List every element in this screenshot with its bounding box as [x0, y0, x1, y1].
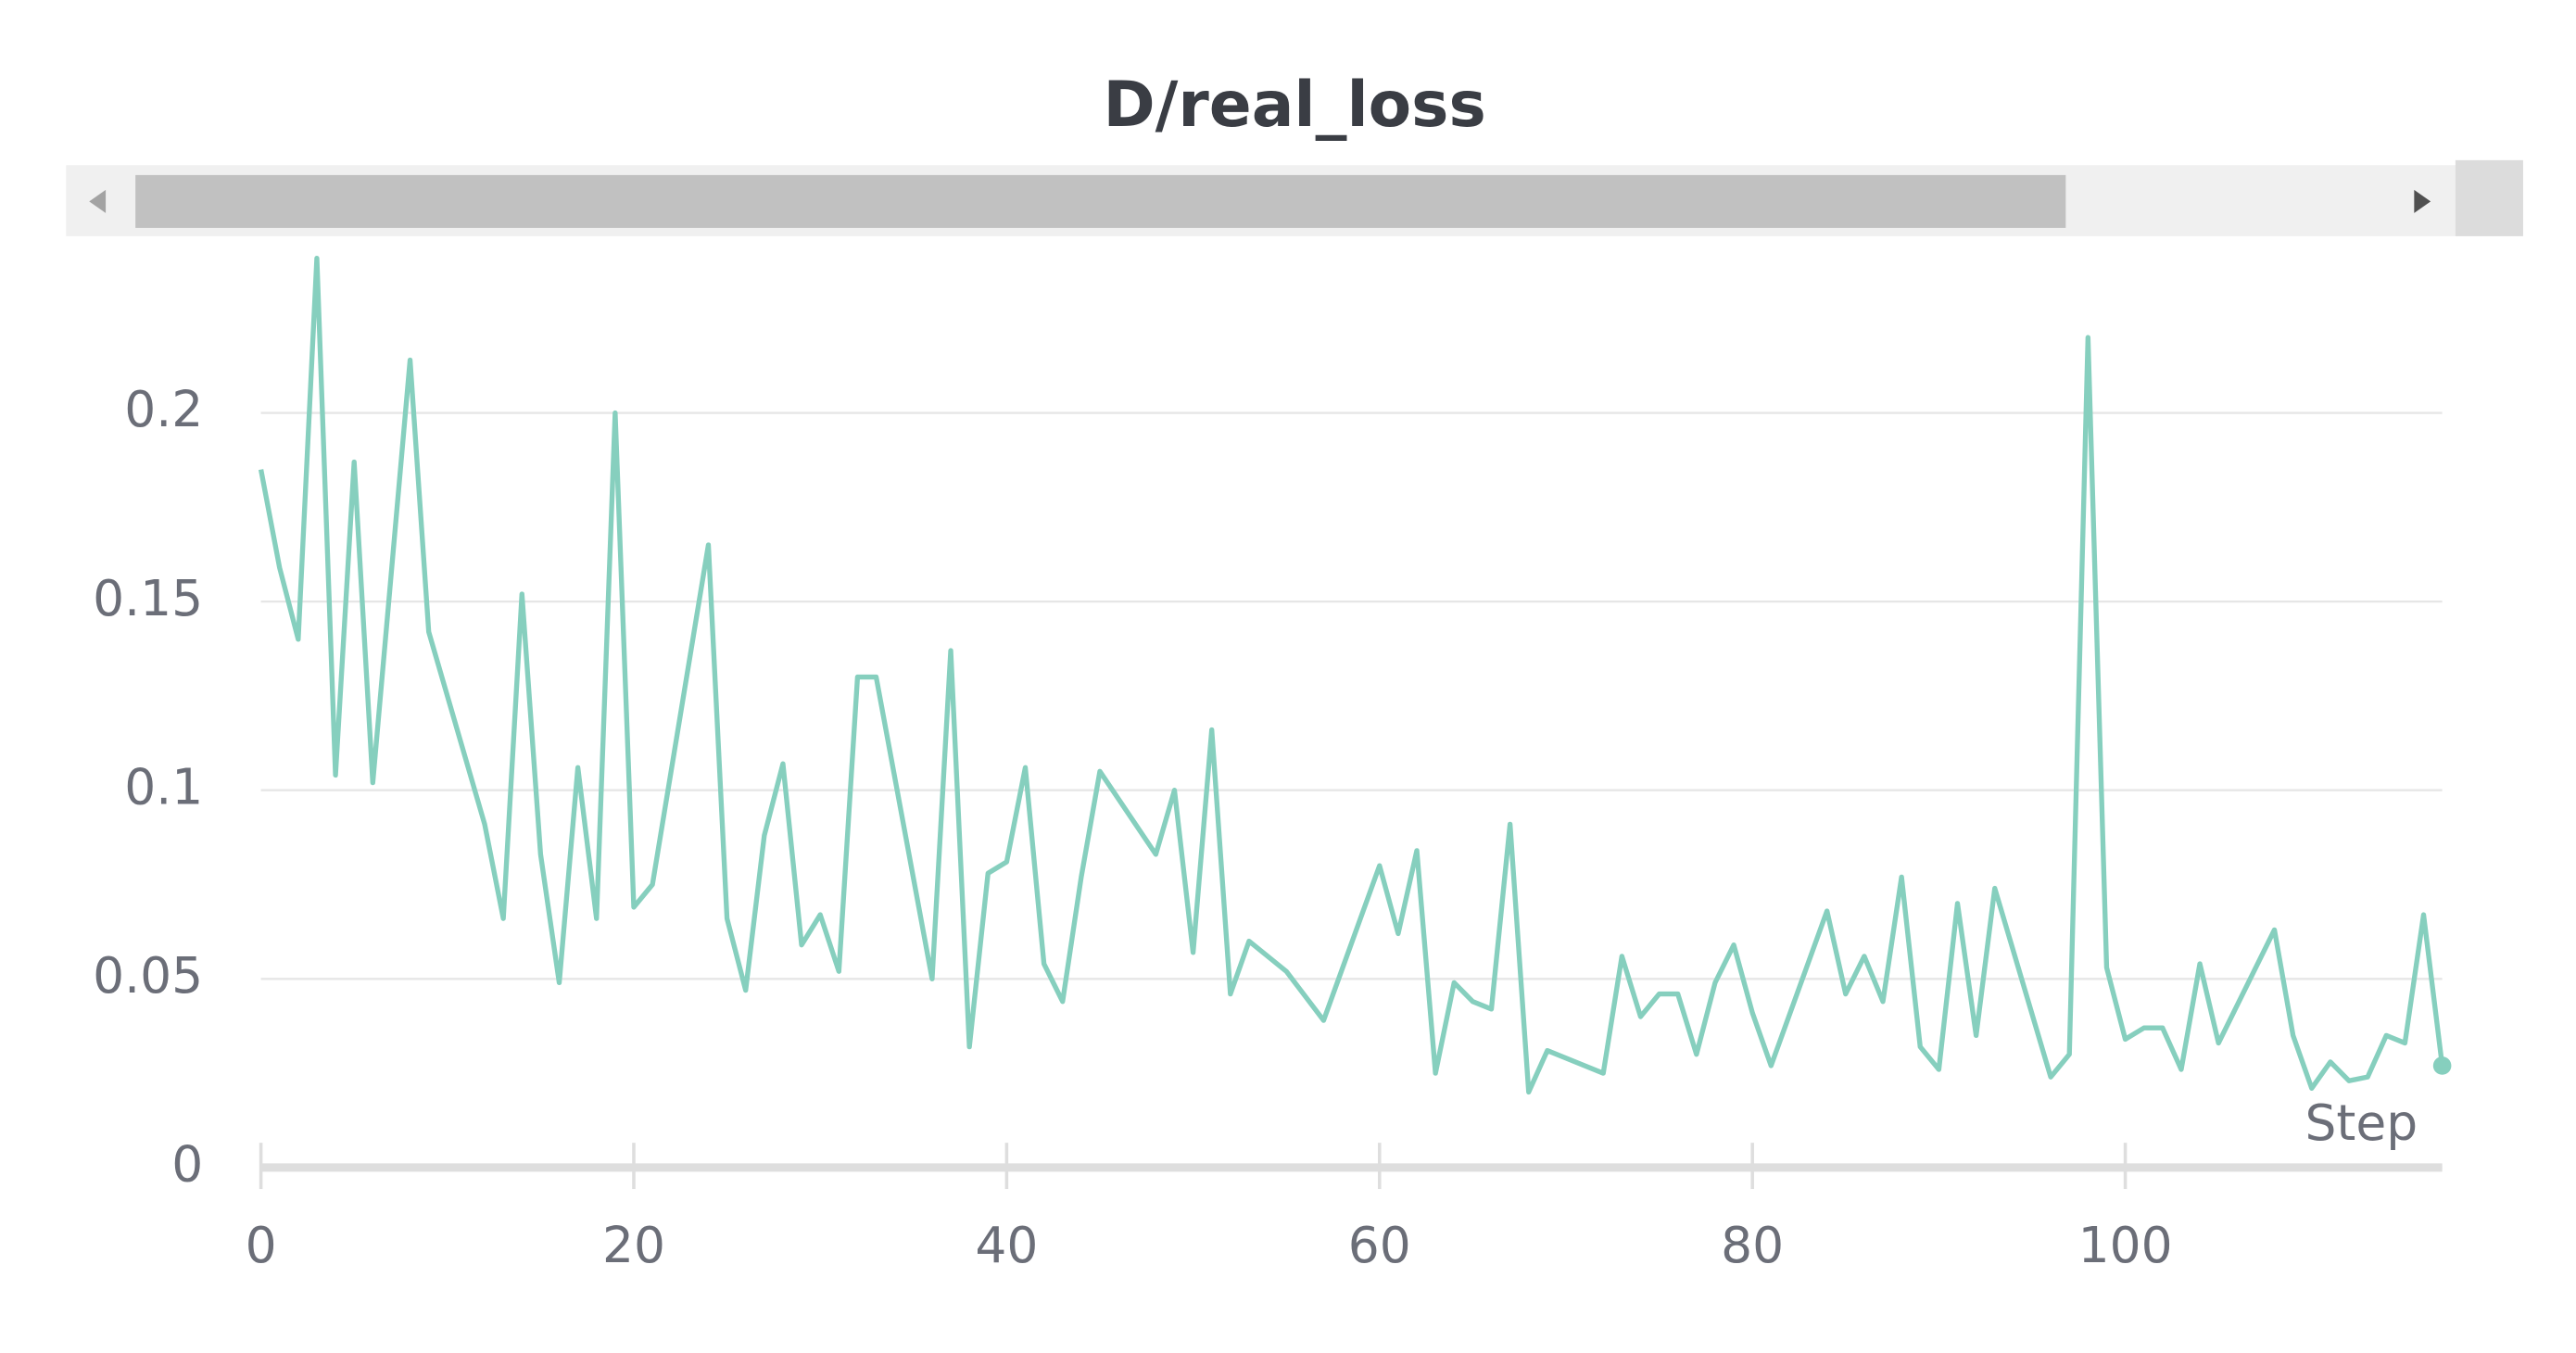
scrollbar[interactable]: [66, 159, 2523, 236]
y-tick-label: 0.15: [93, 569, 203, 627]
x-tick-label: 60: [1348, 1216, 1411, 1274]
y-tick-label: 0.1: [124, 757, 203, 816]
line: [258, 255, 2445, 1095]
x-axis-label: Step: [2305, 1094, 2418, 1152]
y-tick-label: 0.05: [93, 946, 203, 1005]
x-tick-label: 0: [246, 1216, 277, 1274]
y-tick-label: 0: [171, 1135, 203, 1194]
x-tick-label: 40: [975, 1216, 1038, 1274]
x-tick-label: 20: [602, 1216, 665, 1274]
x-tick-label: 80: [1721, 1216, 1784, 1274]
end-dot: [2432, 1056, 2452, 1075]
x-tick-label: 100: [2078, 1216, 2173, 1274]
scroll-right[interactable]: [2414, 189, 2431, 213]
scroll-thumb[interactable]: [135, 174, 2066, 228]
chart-title: D/real_loss: [1103, 68, 1485, 141]
y-tick-label: 0.2: [124, 380, 203, 438]
scroll-left[interactable]: [89, 189, 107, 213]
scroll-corner: [2455, 159, 2523, 236]
